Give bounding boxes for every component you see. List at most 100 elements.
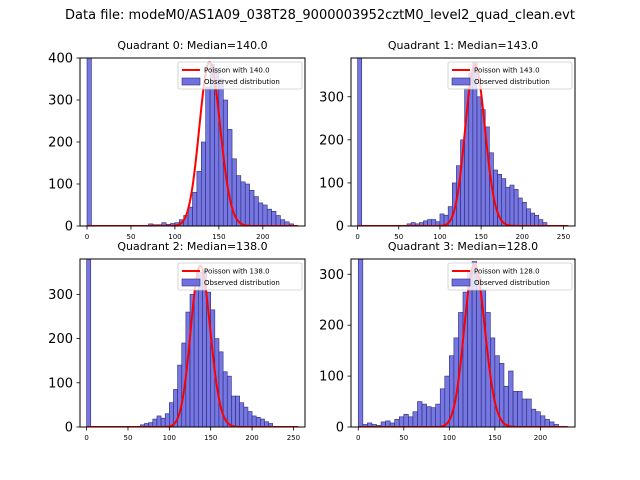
x-tick-label: 200 [256, 233, 269, 241]
legend-label-observed: Observed distribution [204, 279, 280, 287]
histogram-bar [526, 398, 532, 427]
histogram-bar [521, 398, 528, 427]
y-tick-label: 300 [48, 288, 73, 303]
legend-label-observed: Observed distribution [474, 78, 550, 86]
histogram-bar [200, 141, 206, 226]
histogram-bar [205, 87, 211, 226]
histogram-bars [357, 259, 559, 427]
legend-label-poisson: Poisson with 143.0 [474, 67, 540, 75]
histogram-bar [403, 413, 409, 427]
x-tick-label: 100 [443, 434, 456, 442]
legend-bar-swatch [181, 77, 201, 86]
histogram-bar [357, 58, 363, 226]
legend: Poisson with 138.0 Observed distribution [177, 262, 303, 291]
y-tick-label: 0 [65, 220, 73, 235]
x-tick-label: 50 [127, 233, 136, 241]
x-tick-label: 50 [124, 434, 133, 442]
y-tick-label: 0 [336, 421, 344, 436]
quadrant-2-chart: 0 50 100 150 200 250 0 100 200 300 Quadrant 2: Med… [48, 240, 306, 442]
x-tick-label: 50 [399, 434, 408, 442]
histogram-bar [398, 416, 405, 427]
y-tick-label: 100 [48, 178, 73, 193]
histogram-bar [513, 189, 519, 226]
histogram-bar [476, 96, 482, 226]
histogram-bar [503, 385, 509, 427]
x-tick-label: 100 [163, 434, 176, 442]
histogram-bar [86, 58, 92, 226]
panel-title: Quadrant 1: Median=143.0 [388, 39, 538, 52]
legend-box [447, 262, 573, 291]
histogram-bar [512, 391, 518, 427]
histogram-bar [169, 402, 174, 427]
poisson-line [86, 264, 299, 427]
y-tick-label: 100 [319, 176, 344, 191]
y-tick-label: 300 [319, 90, 344, 105]
x-tick-label: 250 [287, 434, 300, 442]
histogram-bar [251, 415, 257, 427]
histogram-bar [196, 171, 202, 226]
histogram-bar [247, 411, 253, 427]
histogram-bar [517, 197, 523, 226]
histogram-bar [156, 415, 162, 427]
histogram-bar [509, 184, 515, 226]
y-tick-label: 0 [65, 421, 73, 436]
histogram-bar [275, 215, 281, 226]
legend-bar-swatch [181, 278, 201, 287]
histogram-bar [535, 411, 541, 427]
histogram-bar [444, 375, 450, 427]
legend-box [177, 262, 303, 291]
histogram-bar [476, 276, 482, 427]
legend: Poisson with 128.0 Observed distribution [447, 262, 573, 291]
legend-label-observed: Observed distribution [204, 78, 280, 86]
histogram-bar [408, 416, 414, 427]
quadrant-0-chart: 0 50 100 150 200 0 100 200 300 400 Quadrant 0: Med… [48, 39, 306, 241]
legend-box [447, 61, 573, 90]
x-tick-label: 0 [355, 233, 359, 241]
y-tick-label: 100 [319, 370, 344, 385]
histogram-bar [271, 211, 277, 226]
x-tick-label: 200 [516, 233, 529, 241]
histogram-bar [86, 259, 92, 427]
histogram-bar [501, 178, 507, 226]
histogram-bar [164, 413, 170, 427]
histogram-bar [244, 183, 250, 226]
x-tick-label: 200 [534, 434, 547, 442]
x-tick-label: 0 [356, 434, 360, 442]
legend-bar-swatch [451, 77, 471, 86]
histogram-bar [262, 204, 268, 226]
histogram-bar [421, 403, 427, 427]
histogram-bar [227, 129, 233, 226]
figure-title: Data file: modeM0/AS1A09_038T28_90000039… [65, 8, 575, 23]
histogram-bar [505, 186, 511, 226]
axes-frame [350, 258, 576, 428]
legend-label-poisson: Poisson with 138.0 [204, 268, 270, 276]
histogram-bar [266, 208, 272, 226]
y-tick-label: 200 [48, 332, 73, 347]
histogram-bar [268, 423, 274, 427]
histogram-bar [193, 289, 199, 427]
x-tick-label: 50 [394, 233, 403, 241]
histogram-bars [86, 58, 294, 226]
x-tick-label: 150 [474, 233, 487, 241]
histogram-bar [197, 271, 203, 427]
histogram-bar [517, 391, 523, 427]
histogram-bar [260, 418, 265, 427]
poisson-line [358, 263, 568, 427]
x-tick-label: 100 [433, 233, 446, 241]
poisson-line [357, 63, 569, 226]
y-tick-label: 200 [48, 136, 73, 151]
x-tick-label: 250 [557, 233, 570, 241]
histogram-bar [426, 406, 432, 427]
histogram-bar [160, 417, 166, 427]
poisson-line [87, 61, 298, 226]
legend: Poisson with 143.0 Observed distribution [447, 61, 573, 90]
histogram-bar [439, 213, 445, 226]
histogram-bar [530, 212, 535, 226]
histogram-bar [439, 388, 446, 427]
panel-title: Quadrant 2: Median=138.0 [117, 240, 267, 253]
legend-label-poisson: Poisson with 128.0 [474, 268, 540, 276]
histogram-bar [243, 406, 249, 427]
histogram-bar [553, 424, 559, 427]
x-tick-label: 150 [204, 434, 217, 442]
histogram-bar [544, 419, 550, 427]
